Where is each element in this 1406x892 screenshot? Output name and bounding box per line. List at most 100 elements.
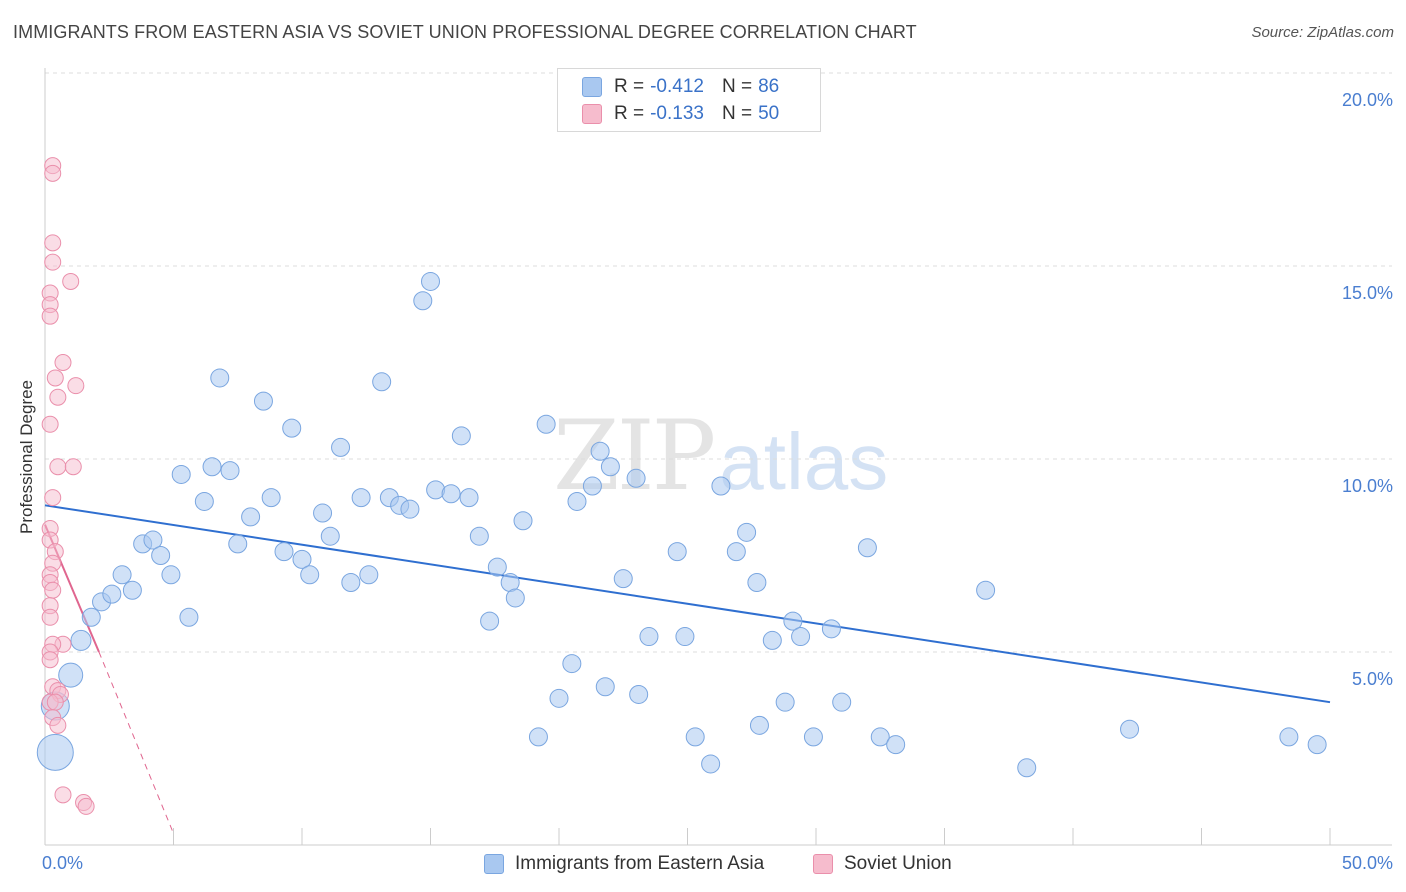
point-eastern-asia (803, 727, 823, 747)
y-tick-label: 5.0% (1352, 669, 1393, 689)
bottom-legend-swatch-eastern-asia (484, 854, 504, 874)
point-eastern-asia (469, 526, 489, 546)
point-eastern-asia (528, 727, 548, 747)
legend-swatch-eastern-asia (582, 77, 602, 97)
x-tick-label: 0.0% (42, 853, 83, 873)
point-eastern-asia (549, 688, 569, 708)
point-eastern-asia (179, 607, 199, 627)
point-eastern-asia (613, 569, 633, 589)
point-eastern-asia (726, 542, 746, 562)
point-eastern-asia (870, 727, 890, 747)
point-eastern-asia (274, 542, 294, 562)
point-eastern-asia (675, 627, 695, 647)
point-eastern-asia (261, 488, 281, 508)
point-soviet-union (44, 581, 62, 599)
point-soviet-union (49, 458, 67, 476)
point-eastern-asia (701, 754, 721, 774)
point-eastern-asia (513, 511, 533, 531)
point-eastern-asia (600, 457, 620, 477)
point-soviet-union (44, 164, 62, 182)
point-eastern-asia (487, 557, 507, 577)
point-eastern-asia (112, 565, 132, 585)
point-eastern-asia (1279, 727, 1299, 747)
legend-row-eastern-asia: R = -0.412 N = 86 (582, 74, 779, 100)
point-eastern-asia (282, 418, 302, 438)
point-eastern-asia (400, 499, 420, 519)
point-eastern-asia (292, 549, 312, 569)
point-eastern-asia (313, 503, 333, 523)
point-eastern-asia (70, 629, 92, 651)
point-eastern-asia (1120, 719, 1140, 739)
point-soviet-union (49, 388, 67, 406)
point-eastern-asia (359, 565, 379, 585)
correlation-legend: R = -0.412 N = 86 R = -0.133 N = 50 (557, 68, 821, 132)
legend-r-value: -0.133 (650, 103, 704, 124)
point-eastern-asia (441, 484, 461, 504)
grid-lines (45, 72, 1392, 653)
legend-n-label: N = (721, 103, 753, 124)
point-eastern-asia (582, 476, 602, 496)
point-eastern-asia (711, 476, 731, 496)
y-tick-label: 15.0% (1342, 283, 1393, 303)
point-eastern-asia (783, 611, 803, 631)
y-tick-label: 10.0% (1342, 476, 1393, 496)
point-eastern-asia (300, 565, 320, 585)
legend-r-label: R = (614, 103, 645, 124)
bottom-legend-eastern-asia[interactable]: Immigrants from Eastern Asia (484, 852, 764, 876)
point-eastern-asia (857, 538, 877, 558)
point-eastern-asia (505, 588, 525, 608)
point-eastern-asia (595, 677, 615, 697)
point-eastern-asia (341, 573, 361, 593)
point-eastern-asia (737, 522, 757, 542)
point-soviet-union (67, 377, 85, 395)
point-eastern-asia (241, 507, 261, 527)
source-label: Source: ZipAtlas.com (1251, 24, 1394, 41)
point-soviet-union (44, 489, 62, 507)
trend-lines (44, 504, 1331, 834)
point-eastern-asia (81, 607, 101, 627)
point-eastern-asia (451, 426, 471, 446)
bottom-legend-label-soviet-union: Soviet Union (844, 853, 952, 874)
point-eastern-asia (747, 573, 767, 593)
point-eastern-asia (171, 464, 191, 484)
point-eastern-asia (590, 441, 610, 461)
point-eastern-asia (372, 372, 392, 392)
legend-swatch-soviet-union (582, 104, 602, 124)
point-eastern-asia (536, 414, 556, 434)
point-eastern-asia (685, 727, 705, 747)
point-eastern-asia (976, 580, 996, 600)
point-eastern-asia (626, 468, 646, 488)
point-soviet-union (46, 369, 64, 387)
point-soviet-union (54, 786, 72, 804)
point-eastern-asia (220, 461, 240, 481)
legend-n-value: 50 (758, 103, 780, 124)
axes (44, 68, 1392, 846)
legend-r-label: R = (614, 76, 645, 97)
point-soviet-union (46, 693, 64, 711)
point-eastern-asia (762, 630, 782, 650)
point-eastern-asia (228, 534, 248, 554)
point-soviet-union (49, 716, 67, 734)
point-eastern-asia (58, 662, 84, 688)
point-eastern-asia (775, 692, 795, 712)
point-soviet-union (41, 651, 59, 669)
point-eastern-asia (886, 735, 906, 755)
x-tick-label: 50.0% (1342, 853, 1393, 873)
point-soviet-union (41, 415, 59, 433)
point-eastern-asia (143, 530, 163, 550)
bottom-legend-soviet-union[interactable]: Soviet Union (813, 852, 952, 876)
point-soviet-union (44, 253, 62, 271)
point-eastern-asia (210, 368, 230, 388)
point-eastern-asia (480, 611, 500, 631)
y-tick-label: 20.0% (1342, 90, 1393, 110)
legend-r-value: -0.412 (650, 76, 704, 97)
point-eastern-asia (667, 542, 687, 562)
point-eastern-asia (122, 580, 142, 600)
point-soviet-union (62, 272, 80, 290)
point-eastern-asia (749, 715, 769, 735)
point-eastern-asia (331, 437, 351, 457)
point-eastern-asia (639, 627, 659, 647)
point-eastern-asia (421, 271, 440, 291)
legend-n-label: N = (721, 76, 753, 97)
